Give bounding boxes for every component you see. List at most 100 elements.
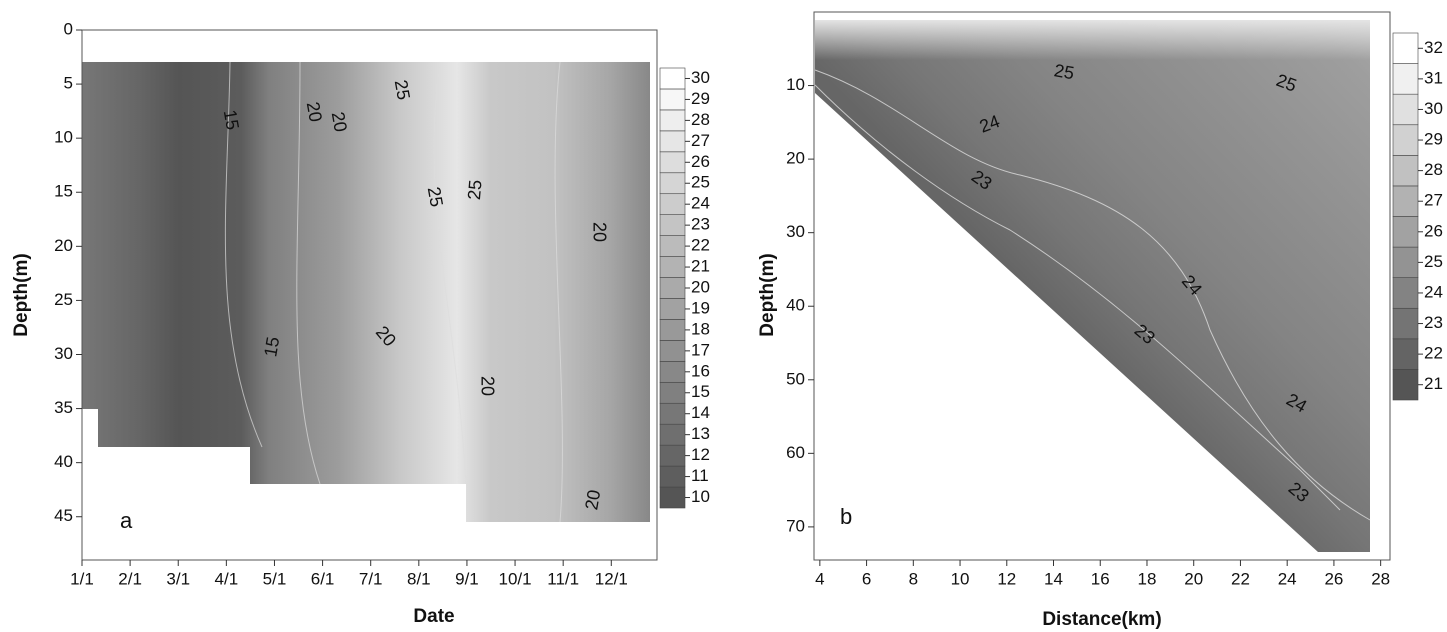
x-tick-label: 3/1 bbox=[166, 569, 190, 588]
colorbar-tick-label: 20 bbox=[691, 277, 710, 296]
x-tick-label: 9/1 bbox=[455, 569, 479, 588]
x-tick-label: 8 bbox=[909, 569, 918, 588]
colorbar-level bbox=[659, 172, 686, 195]
x-tick-label: 4 bbox=[815, 569, 824, 588]
colorbar-level bbox=[659, 88, 686, 111]
contour-label: 20 bbox=[589, 222, 609, 242]
colorbar-level bbox=[659, 319, 686, 341]
x-axis-title: Distance(km) bbox=[1042, 609, 1161, 630]
colorbar-level bbox=[659, 235, 686, 257]
contour-label: 20 bbox=[328, 110, 351, 133]
x-tick-label: 22 bbox=[1231, 569, 1250, 588]
y-tick-label: 0 bbox=[64, 19, 73, 38]
colorbar-level bbox=[1392, 124, 1419, 156]
colorbar-tick-label: 26 bbox=[691, 152, 710, 171]
colorbar-tick-label: 30 bbox=[691, 68, 710, 87]
colorbar-tick-label: 28 bbox=[1424, 160, 1443, 179]
colorbar-tick-label: 27 bbox=[1424, 191, 1443, 210]
y-tick-label: 35 bbox=[54, 398, 73, 417]
colorbar-level bbox=[659, 151, 686, 174]
colorbar-level bbox=[659, 381, 686, 404]
x-tick-label: 12/1 bbox=[595, 569, 628, 588]
colorbar-level bbox=[659, 256, 686, 278]
x-tick-label: 10/1 bbox=[499, 569, 532, 588]
colorbar-tick-label: 27 bbox=[691, 131, 710, 150]
colorbar-level bbox=[1392, 93, 1419, 126]
panel-label: b bbox=[840, 504, 852, 529]
colorbar-tick-label: 31 bbox=[1424, 68, 1443, 87]
colorbar-level bbox=[1392, 32, 1419, 64]
y-tick-label: 40 bbox=[54, 452, 73, 471]
x-tick-label: 4/1 bbox=[215, 569, 239, 588]
x-tick-label: 18 bbox=[1138, 569, 1157, 588]
colorbar-level bbox=[1392, 155, 1419, 187]
contour-label: 15 bbox=[220, 108, 243, 131]
x-tick-label: 1/1 bbox=[70, 569, 94, 588]
colorbar-level bbox=[1392, 185, 1419, 217]
contour-label: 20 bbox=[581, 488, 604, 511]
x-tick-label: 10 bbox=[951, 569, 970, 588]
y-tick-label: 45 bbox=[54, 506, 73, 525]
colorbar-level bbox=[1392, 246, 1419, 278]
y-tick-label: 10 bbox=[786, 75, 805, 94]
colorbar-tick-label: 12 bbox=[691, 445, 710, 464]
x-tick-label: 24 bbox=[1278, 569, 1297, 588]
plot-frame bbox=[81, 29, 658, 561]
colorbar-tick-label: 29 bbox=[691, 89, 710, 108]
x-tick-label: 2/1 bbox=[118, 569, 142, 588]
colorbar-tick-label: 22 bbox=[1424, 344, 1443, 363]
colorbar-tick-label: 13 bbox=[691, 424, 710, 443]
colorbar-level bbox=[659, 361, 686, 383]
colorbar-level bbox=[659, 444, 686, 467]
contour-label: 25 bbox=[391, 78, 414, 101]
contour-label: 25 bbox=[1053, 60, 1076, 83]
contour-label: 25 bbox=[464, 179, 486, 201]
y-tick-label: 10 bbox=[54, 128, 73, 147]
colorbar-tick-label: 30 bbox=[1424, 99, 1443, 118]
colorbar-level bbox=[659, 214, 686, 236]
y-tick-label: 20 bbox=[54, 236, 73, 255]
y-tick-label: 15 bbox=[54, 182, 73, 201]
y-tick-label: 50 bbox=[786, 369, 805, 388]
colorbar-level bbox=[659, 465, 686, 488]
y-tick-label: 5 bbox=[64, 74, 73, 93]
colorbar-tick-label: 21 bbox=[1424, 374, 1443, 393]
y-axis-title: Depth(m) bbox=[11, 253, 32, 336]
x-tick-label: 8/1 bbox=[407, 569, 431, 588]
x-tick-label: 20 bbox=[1184, 569, 1203, 588]
colorbar-level bbox=[1392, 277, 1419, 309]
colorbar-level bbox=[659, 298, 686, 320]
colorbar-level bbox=[659, 67, 686, 90]
colorbar-level bbox=[1392, 369, 1419, 401]
colorbar-level bbox=[1392, 216, 1419, 248]
contour-label: 20 bbox=[303, 100, 326, 123]
y-axis-title: Depth(m) bbox=[757, 253, 778, 336]
colorbar-tick-label: 10 bbox=[691, 487, 710, 506]
colorbar-tick-label: 23 bbox=[691, 215, 710, 234]
x-tick-label: 7/1 bbox=[359, 569, 383, 588]
contour-line bbox=[814, 69, 1371, 521]
x-tick-label: 5/1 bbox=[263, 569, 287, 588]
colorbar-tick-label: 15 bbox=[691, 382, 710, 401]
contour-field bbox=[815, 20, 1370, 552]
colorbar-level bbox=[659, 340, 686, 362]
colorbar-tick-label: 28 bbox=[691, 110, 710, 129]
contour-label: 20 bbox=[477, 376, 497, 396]
colorbar-tick-label: 21 bbox=[691, 257, 710, 276]
colorbar-level bbox=[1392, 307, 1419, 340]
colorbar-tick-label: 18 bbox=[691, 319, 710, 338]
colorbar-tick-label: 14 bbox=[691, 403, 710, 422]
y-tick-label: 20 bbox=[786, 149, 805, 168]
colorbar-level bbox=[659, 193, 686, 215]
y-tick-label: 70 bbox=[786, 516, 805, 535]
colorbar-tick-label: 19 bbox=[691, 298, 710, 317]
colorbar-level bbox=[659, 402, 686, 425]
x-tick-label: 6/1 bbox=[311, 569, 335, 588]
y-tick-label: 40 bbox=[786, 296, 805, 315]
x-tick-label: 12 bbox=[997, 569, 1016, 588]
colorbar-tick-label: 24 bbox=[1424, 282, 1443, 301]
contour-field bbox=[82, 62, 650, 522]
colorbar-level bbox=[659, 486, 686, 509]
panel-label: a bbox=[120, 508, 133, 533]
colorbar-tick-label: 25 bbox=[1424, 252, 1443, 271]
